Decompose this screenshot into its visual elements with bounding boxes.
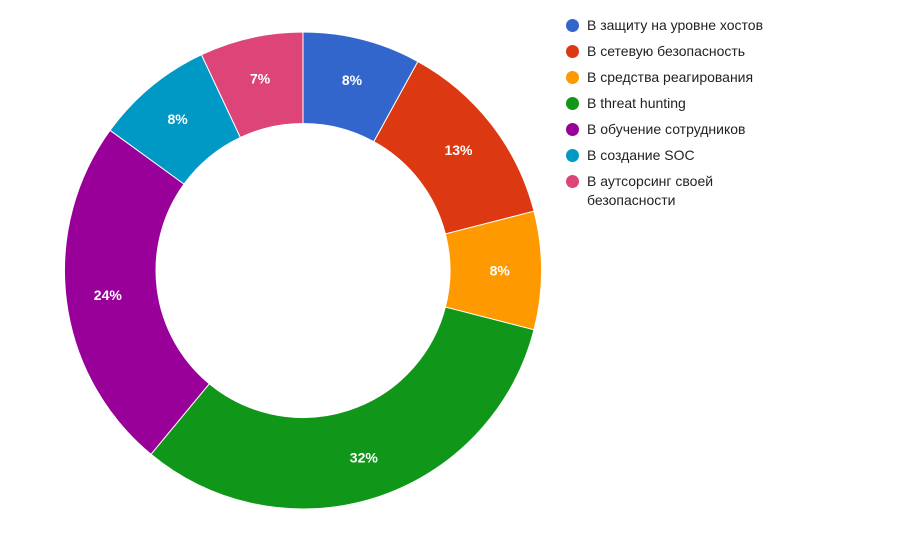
legend-label: В защиту на уровне хостов bbox=[587, 17, 764, 33]
legend-label: В аутсорсинг своей безопасности bbox=[587, 173, 714, 208]
slice-data-label: 32% bbox=[350, 450, 379, 466]
legend-label: В сетевую безопасность bbox=[587, 43, 746, 59]
legend-item[interactable]: В средства реагирования bbox=[566, 68, 896, 87]
legend-label: В создание SOC bbox=[587, 147, 695, 163]
slice-data-label: 8% bbox=[490, 263, 511, 279]
legend-color-dot-icon bbox=[566, 19, 579, 32]
donut-slice[interactable] bbox=[200, 31, 304, 139]
legend-item[interactable]: В threat hunting bbox=[566, 94, 896, 113]
legend-item[interactable]: В защиту на уровне хостов bbox=[566, 16, 896, 35]
legend-item[interactable]: В сетевую безопасность bbox=[566, 42, 896, 61]
donut-slice[interactable] bbox=[64, 129, 211, 455]
slice-data-label: 13% bbox=[444, 142, 473, 158]
legend-color-dot-icon bbox=[566, 45, 579, 58]
donut-slice[interactable] bbox=[150, 306, 535, 510]
legend-item[interactable]: В обучение сотрудников bbox=[566, 120, 896, 139]
legend-label: В threat hunting bbox=[587, 95, 686, 111]
legend-color-dot-icon bbox=[566, 123, 579, 136]
legend-color-dot-icon bbox=[566, 149, 579, 162]
legend-label: В обучение сотрудников bbox=[587, 121, 746, 137]
slice-data-label: 24% bbox=[94, 287, 123, 303]
slice-data-label: 7% bbox=[250, 70, 271, 86]
slice-data-label: 8% bbox=[342, 72, 363, 88]
slice-data-label: 8% bbox=[167, 111, 188, 127]
legend-item[interactable]: В создание SOC bbox=[566, 146, 896, 165]
legend-color-dot-icon bbox=[566, 175, 579, 188]
legend-label: В средства реагирования bbox=[587, 69, 754, 85]
legend-color-dot-icon bbox=[566, 97, 579, 110]
legend-color-dot-icon bbox=[566, 71, 579, 84]
legend-item[interactable]: В аутсорсинг своей безопасности bbox=[566, 172, 896, 210]
legend: В защиту на уровне хостов В сетевую безоп… bbox=[566, 16, 896, 217]
